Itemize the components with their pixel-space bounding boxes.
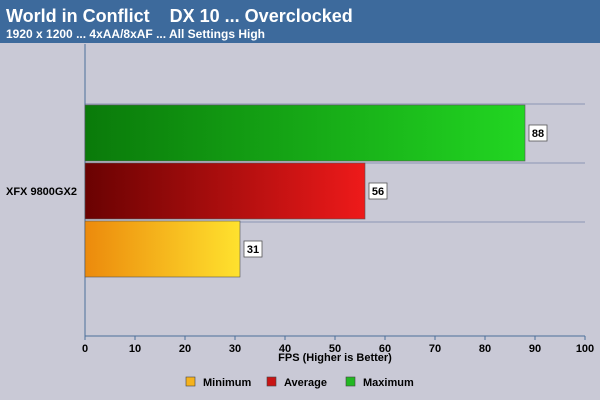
data-label-box-maximum	[528, 124, 548, 142]
legend-swatch-minimum	[185, 376, 196, 387]
x-tick-label-100: 100	[576, 343, 594, 355]
bar-maximum	[84, 104, 526, 162]
header-band	[0, 0, 600, 43]
x-axis-label: FPS (Higher is Better)	[278, 352, 392, 364]
x-tick-label-0: 0	[82, 343, 88, 355]
chart-title: World in Conflict DX 10 ... Overclocked	[6, 6, 353, 26]
data-label-minimum: 31	[247, 244, 259, 256]
data-label-box-average	[368, 182, 388, 200]
x-tick-label-20: 20	[179, 343, 191, 355]
ticks-layer: 0 10 20 30 40 50 60 70 80 90 100	[82, 336, 594, 355]
legend-label-minimum: Minimum	[203, 377, 251, 389]
x-tick-label-40: 40	[279, 343, 291, 355]
x-tick-label-60: 60	[379, 343, 391, 355]
x-tick-label-80: 80	[479, 343, 491, 355]
legend-swatch-maximum	[345, 376, 356, 387]
chart-subtitle: 1920 x 1200 ... 4xAA/8xAF ... All Settin…	[6, 27, 265, 41]
bar-minimum	[84, 220, 241, 278]
legend-label-average: Average	[284, 377, 327, 389]
data-label-maximum: 88	[532, 128, 544, 140]
bar-average	[84, 162, 366, 220]
x-tick-label-30: 30	[229, 343, 241, 355]
x-tick-label-70: 70	[429, 343, 441, 355]
bars-layer: 88 56 31	[84, 104, 548, 278]
category-label-xfx-9800gx2: XFX 9800GX2	[6, 186, 77, 198]
legend-swatch-average	[266, 376, 277, 387]
data-label-average: 56	[372, 186, 384, 198]
legend-label-maximum: Maximum	[363, 377, 414, 389]
legend: Minimum Average Maximum	[185, 376, 414, 389]
x-tick-label-10: 10	[129, 343, 141, 355]
x-tick-label-50: 50	[329, 343, 341, 355]
data-label-box-minimum	[243, 240, 263, 258]
categories-layer: XFX 9800GX2	[6, 186, 77, 198]
x-tick-label-90: 90	[529, 343, 541, 355]
